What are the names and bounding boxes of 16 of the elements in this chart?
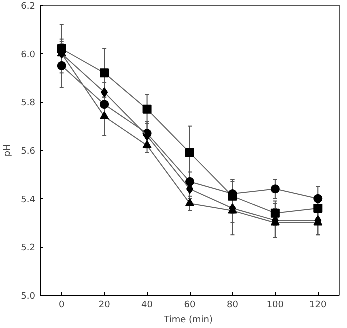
y-tick-label: 5.2 <box>21 244 36 254</box>
x-tick-label: 60 <box>184 300 196 310</box>
x-tick-label: 100 <box>266 300 284 310</box>
x-tick-label: 20 <box>98 300 111 310</box>
x-tick-label: 40 <box>142 300 154 310</box>
y-tick-label: 6.0 <box>21 50 36 60</box>
y-tick-label: 5.8 <box>21 98 36 109</box>
y-tick-label: 5.4 <box>21 195 36 206</box>
x-tick-label: 0 <box>58 300 65 310</box>
y-axis-title: pH <box>3 144 14 157</box>
x-tick-label: 80 <box>226 300 239 310</box>
x-tick-label: 120 <box>310 300 328 310</box>
y-tick-label: 5.6 <box>21 147 36 157</box>
y-tick-label: 5.0 <box>21 292 36 302</box>
x-axis-title: Time (min) <box>163 316 214 326</box>
y-tick-label: 6.2 <box>21 2 36 12</box>
